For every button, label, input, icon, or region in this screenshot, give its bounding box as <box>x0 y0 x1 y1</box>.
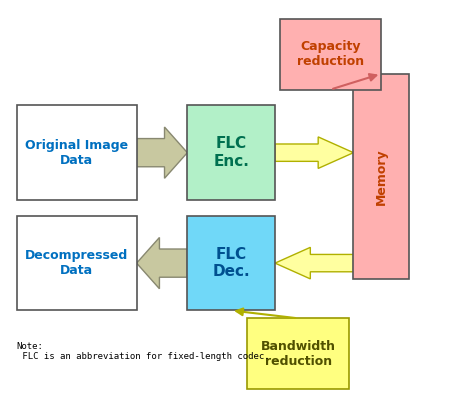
Text: FLC
Dec.: FLC Dec. <box>212 247 250 279</box>
FancyBboxPatch shape <box>187 216 275 310</box>
Text: Original Image
Data: Original Image Data <box>25 139 128 167</box>
Text: Bandwidth
reduction: Bandwidth reduction <box>261 340 336 368</box>
Polygon shape <box>275 137 354 168</box>
FancyBboxPatch shape <box>354 74 409 279</box>
Text: FLC
Enc.: FLC Enc. <box>213 136 249 169</box>
FancyBboxPatch shape <box>248 318 349 389</box>
Text: Decompressed
Data: Decompressed Data <box>25 249 128 277</box>
FancyBboxPatch shape <box>187 105 275 200</box>
FancyBboxPatch shape <box>17 216 136 310</box>
Text: Capacity
reduction: Capacity reduction <box>297 40 364 68</box>
Text: Note:
 FLC is an abbreviation for fixed-length codec.: Note: FLC is an abbreviation for fixed-l… <box>17 342 269 362</box>
FancyBboxPatch shape <box>280 18 381 90</box>
FancyBboxPatch shape <box>17 105 136 200</box>
Text: Memory: Memory <box>375 148 388 205</box>
Polygon shape <box>275 247 354 279</box>
Polygon shape <box>136 127 187 178</box>
Polygon shape <box>136 238 187 289</box>
